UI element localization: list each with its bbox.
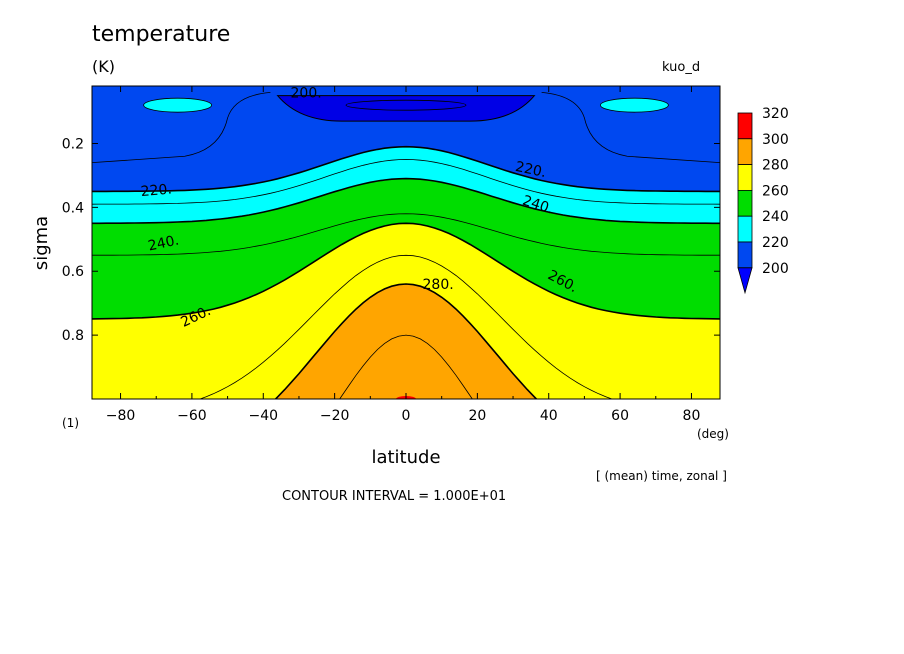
isoline-290	[339, 334, 473, 399]
x-tick-label: 80	[683, 408, 701, 424]
colorbar-swatch	[737, 112, 753, 140]
x-axis-unit: (deg)	[697, 427, 729, 441]
x-tick-label: 40	[540, 408, 558, 424]
cold-core-inner	[345, 99, 467, 111]
x-tick-label: 20	[468, 408, 486, 424]
y-tick-label: 0.4	[62, 200, 84, 216]
contour-interval: CONTOUR INTERVAL = 1.000E+01	[282, 489, 507, 504]
cold-core	[276, 95, 536, 122]
chart-units: (K)	[92, 57, 115, 76]
chart-title: temperature	[92, 22, 231, 47]
isoline-270	[198, 254, 614, 399]
isoline-240	[92, 177, 720, 225]
band-280-300	[275, 284, 537, 399]
colorbar-label: 320	[762, 106, 789, 122]
side-minimum-right	[599, 97, 669, 113]
y-tick-label: 0.6	[62, 264, 84, 280]
x-tick-label: 0	[402, 408, 411, 424]
isoline-280	[274, 283, 538, 399]
isoline-210	[92, 91, 720, 164]
contour-label: 280.	[423, 277, 454, 293]
contour-label: 240.	[147, 232, 181, 254]
y-axis-label: sigma	[31, 216, 52, 270]
panel-label: (1)	[62, 416, 79, 430]
colorbar-swatch	[737, 189, 753, 217]
y-tick-label: 0.2	[62, 136, 84, 152]
colorbar-swatch	[737, 215, 753, 243]
colorbar-swatch	[737, 164, 753, 191]
isoline-260	[92, 222, 720, 320]
colorbar-label: 260	[762, 183, 789, 199]
side-minimum-left	[143, 97, 213, 113]
colorbar-swatch	[737, 241, 753, 269]
contour-label: 220.	[140, 181, 172, 200]
colorbar-label: 240	[762, 209, 789, 225]
isoline-230	[92, 159, 720, 205]
colorbar-swatch	[737, 138, 753, 166]
x-axis-label: latitude	[371, 447, 440, 468]
run-label: kuo_d	[662, 60, 701, 75]
x-axis: −80 −60 −40 −20 0 20 40 60 80	[106, 86, 701, 424]
y-tick-label: 0.8	[62, 328, 84, 344]
colorbar-label: 200	[762, 261, 789, 277]
colorbar: 320 300 280 260 240 220 200	[737, 106, 789, 295]
colorbar-low-arrow	[737, 267, 753, 295]
averaging-note: [ (mean) time, zonal ]	[596, 469, 727, 483]
x-tick-label: −20	[320, 408, 350, 424]
contour-label: 220.	[514, 159, 548, 181]
colorbar-label: 300	[762, 132, 789, 148]
isoline-220	[92, 145, 720, 193]
y-axis: 0.2 0.4 0.6 0.8	[62, 136, 720, 344]
colorbar-label: 220	[762, 235, 789, 251]
x-tick-label: 60	[611, 408, 629, 424]
x-tick-label: −80	[106, 408, 136, 424]
x-tick-label: −40	[248, 408, 278, 424]
contour-label: 200.	[291, 85, 322, 101]
colorbar-label: 280	[762, 158, 789, 174]
isoline-250	[92, 213, 720, 256]
filled-contours	[92, 86, 720, 399]
contour-lines	[92, 91, 720, 399]
x-tick-label: −60	[177, 408, 207, 424]
